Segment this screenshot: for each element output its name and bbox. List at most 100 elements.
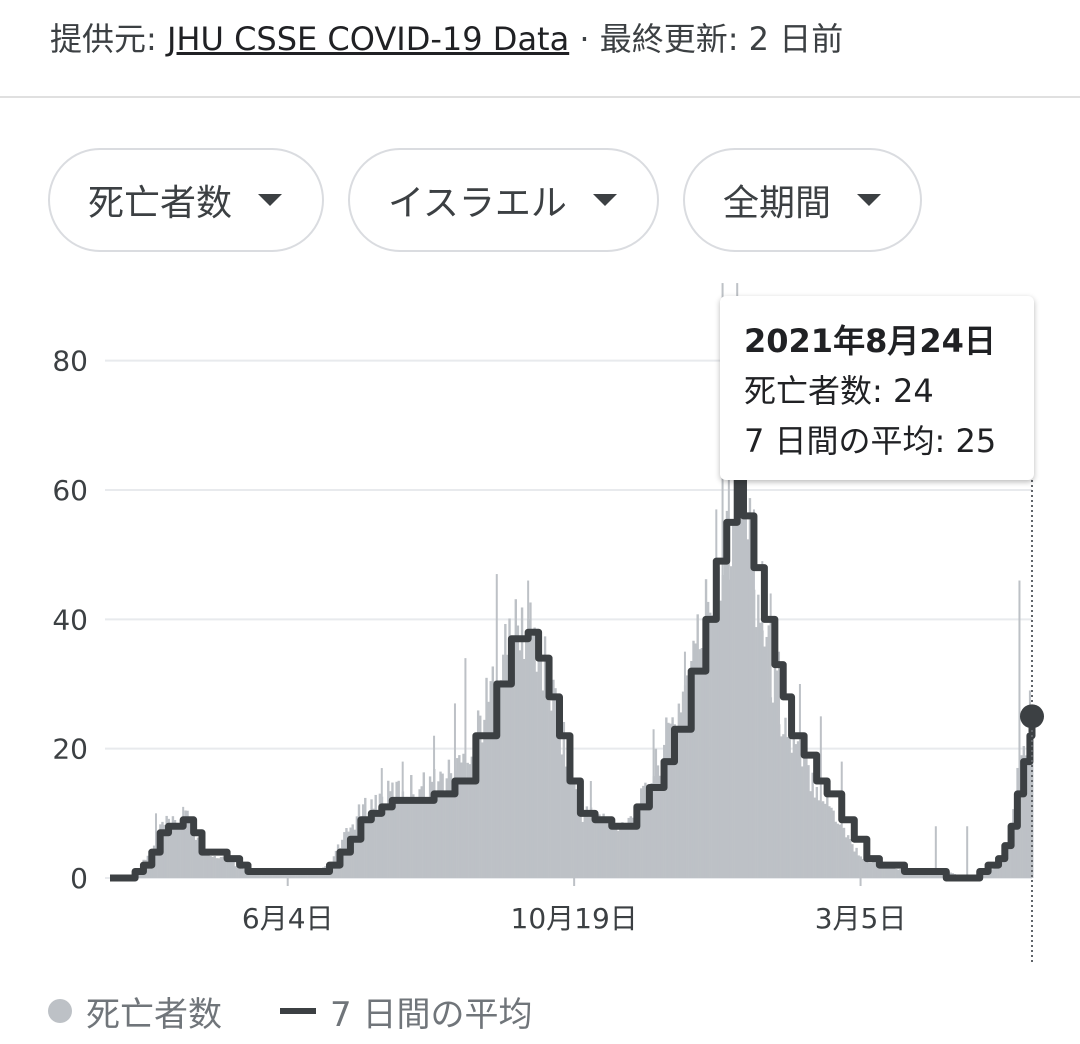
daily-bar (807, 765, 810, 878)
daily-bar (543, 636, 547, 878)
daily-bar (430, 781, 434, 878)
daily-bar (688, 694, 691, 878)
daily-bar (805, 754, 808, 878)
region-dropdown[interactable]: イスラエル (348, 148, 659, 252)
daily-bar-spike (464, 658, 467, 878)
daily-bar (366, 817, 369, 878)
daily-bar (723, 548, 727, 878)
daily-bar (596, 814, 599, 878)
daily-bar (606, 817, 609, 878)
daily-bar (665, 717, 668, 878)
daily-bar (1020, 755, 1023, 878)
daily-bar (211, 856, 214, 878)
daily-bar (399, 799, 403, 878)
daily-bar (694, 643, 697, 878)
daily-bar (1001, 858, 1005, 878)
daily-bar (824, 803, 827, 878)
daily-bar (485, 677, 488, 878)
daily-bar (637, 815, 641, 878)
daily-bar (732, 520, 735, 878)
daily-bar (621, 822, 624, 878)
daily-bar (374, 794, 377, 878)
daily-bar (171, 816, 175, 878)
daily-bar (1022, 746, 1026, 878)
daily-bar (870, 862, 873, 878)
daily-bar (562, 721, 566, 878)
daily-bar (646, 792, 649, 878)
daily-bar (750, 529, 754, 878)
daily-bar (232, 861, 235, 878)
daily-bar (631, 817, 635, 878)
daily-bar (499, 680, 503, 878)
daily-bar (514, 599, 517, 878)
daily-bar (1024, 755, 1028, 878)
daily-bar (190, 828, 193, 878)
daily-bar (460, 762, 463, 878)
daily-bar (788, 730, 791, 878)
average-line (110, 460, 1036, 882)
daily-bar (481, 742, 484, 878)
daily-bar (648, 792, 651, 878)
daily-bar (773, 662, 777, 878)
daily-bar (855, 847, 858, 878)
metric-dropdown[interactable]: 死亡者数 (48, 148, 324, 252)
daily-bar (585, 806, 589, 878)
daily-bar (619, 826, 622, 878)
daily-bar (734, 428, 737, 878)
daily-bar (893, 866, 896, 878)
daily-bar (913, 872, 917, 878)
daily-bar (1010, 824, 1013, 878)
daily-bar (740, 433, 743, 878)
daily-bar (696, 614, 699, 878)
daily-bar (502, 654, 505, 878)
tooltip-average: 7 日間の平均: 25 (744, 422, 997, 460)
daily-bar (995, 864, 998, 878)
daily-bar (173, 820, 177, 878)
daily-bar (516, 625, 520, 878)
daily-bar (382, 805, 386, 878)
daily-bar (445, 778, 449, 878)
daily-bar (416, 799, 419, 878)
daily-bar (439, 771, 442, 878)
period-dropdown[interactable]: 全期間 (683, 148, 922, 252)
daily-bar (550, 710, 553, 878)
daily-bar (709, 612, 712, 878)
daily-bar (878, 865, 881, 878)
daily-bar (941, 872, 944, 878)
daily-bar (522, 658, 526, 878)
daily-bar (786, 736, 789, 878)
daily-bar (830, 807, 833, 878)
daily-bar (903, 872, 906, 878)
daily-bar (554, 688, 557, 878)
daily-bar (353, 829, 357, 878)
daily-bar (803, 755, 806, 878)
daily-bar (669, 723, 672, 878)
daily-bar (200, 847, 204, 878)
daily-bar (633, 804, 637, 878)
daily-bar (414, 797, 417, 878)
daily-bar (376, 812, 380, 878)
daily-bar (424, 799, 428, 878)
daily-bar (1003, 855, 1007, 878)
daily-bar-spike (380, 768, 383, 878)
daily-bar (738, 503, 741, 878)
daily-bar (991, 869, 994, 878)
daily-bar (518, 650, 522, 878)
daily-bar (466, 762, 469, 878)
daily-bar (650, 783, 653, 878)
source-link[interactable]: JHU CSSE COVID-19 Data (166, 20, 570, 58)
daily-bar (671, 717, 674, 878)
daily-bar (656, 765, 660, 878)
daily-bar (748, 498, 752, 878)
daily-bar (1008, 836, 1011, 878)
daily-bar (681, 691, 685, 878)
daily-bar (642, 785, 645, 878)
daily-bar (529, 602, 532, 878)
daily-bar (757, 594, 760, 878)
daily-bar (876, 860, 879, 878)
daily-bar-spike (182, 806, 185, 878)
daily-bar (568, 776, 572, 878)
last-updated: · 最終更新: 2 日前 (579, 20, 844, 58)
daily-bar (700, 648, 704, 878)
